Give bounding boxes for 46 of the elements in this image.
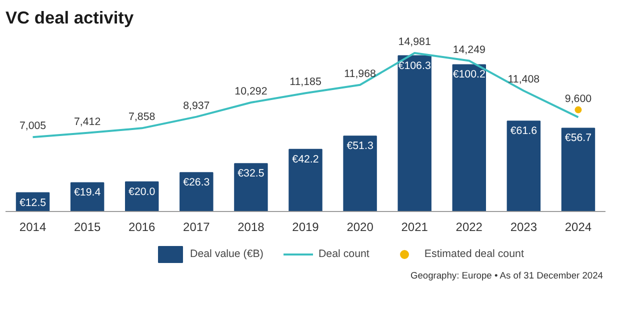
data-label: 14,981: [398, 36, 431, 48]
data-label: €20.0: [128, 186, 156, 198]
data-label: 14,249: [452, 44, 486, 56]
data-label: 11,408: [508, 74, 540, 86]
data-label: 11,185: [290, 76, 322, 88]
x-tick-label: 2015: [74, 220, 101, 234]
x-tick-label: 2021: [401, 220, 428, 234]
bar: [398, 55, 432, 212]
chart-title: VC deal activity: [6, 8, 134, 28]
bar: [288, 148, 322, 212]
x-tick-label: 2022: [456, 220, 483, 234]
legend-label: Estimated deal count: [424, 248, 524, 260]
x-tick-label: 2018: [238, 220, 265, 234]
data-label: €19.4: [74, 186, 101, 199]
data-label: €61.6: [510, 125, 538, 138]
bar: [561, 128, 596, 212]
data-label: €56.7: [564, 132, 592, 144]
bar: [180, 172, 214, 212]
data-label: 8,937: [183, 100, 210, 112]
data-label: 7,858: [128, 111, 156, 124]
data-label: 9,600: [564, 92, 592, 105]
data-label: 7,412: [74, 116, 101, 128]
data-label: 11,968: [344, 68, 376, 80]
x-tick-label: 2017: [183, 220, 210, 234]
x-tick-label: 2014: [19, 220, 46, 234]
legend-label: Deal count: [318, 248, 370, 260]
bar: [506, 120, 541, 212]
data-label: 10,292: [234, 86, 268, 98]
bar: [343, 136, 377, 212]
data-label: €51.3: [346, 140, 374, 152]
data-label: €106.3: [398, 60, 431, 72]
data-label: €12.5: [19, 196, 46, 209]
bar: [452, 64, 486, 212]
data-label: €32.5: [238, 168, 264, 180]
x-tick-label: 2020: [346, 220, 374, 234]
data-label: 7,005: [19, 120, 46, 132]
x-tick-label: 2016: [128, 220, 156, 234]
bar: [234, 163, 268, 212]
data-label: €100.2: [452, 68, 486, 81]
data-label: €26.3: [183, 176, 210, 189]
x-tick-label: 2024: [564, 220, 592, 234]
legend-label: Deal value (€B): [190, 248, 264, 260]
x-tick-label: 2019: [292, 220, 320, 234]
text: Geography: Europe • As of 31 December 2024: [410, 270, 603, 280]
x-tick-label: 2023: [510, 220, 538, 234]
data-label: €42.2: [292, 153, 319, 166]
